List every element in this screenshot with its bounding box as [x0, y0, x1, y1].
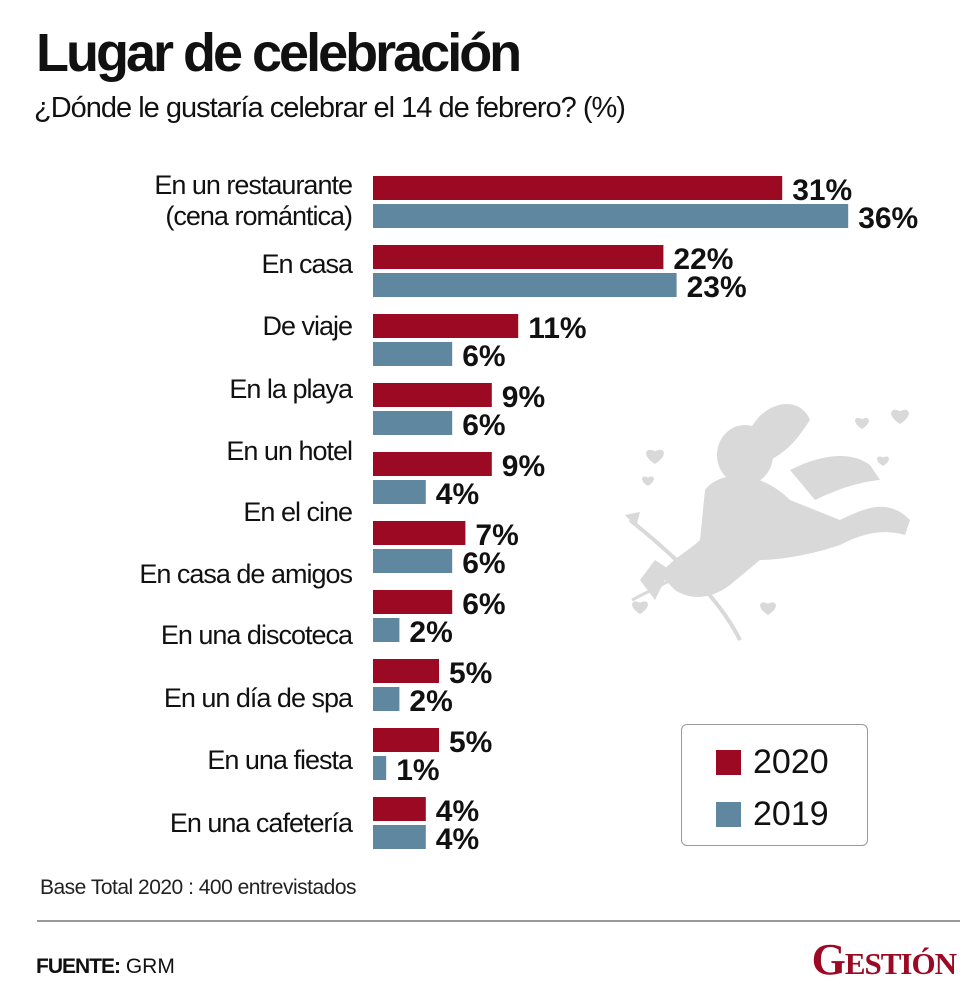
bar-2019: [373, 825, 426, 849]
bar-2020: [373, 797, 426, 821]
data-label-2020: 11%: [528, 312, 586, 345]
legend-item-2020: 2020: [716, 743, 829, 782]
heart-icon: [632, 601, 648, 614]
heart-icon: [760, 602, 776, 615]
category-label: En un restaurante (cena romántica): [154, 170, 353, 232]
category-label: En el cine: [243, 497, 353, 528]
bar-2020: [373, 245, 664, 269]
data-label-2019: 6%: [462, 547, 505, 580]
data-label-2020: 4%: [436, 795, 479, 828]
legend-label: 2020: [753, 743, 829, 781]
bar-2019: [373, 342, 453, 366]
category-label-line: En un día de spa: [163, 683, 353, 713]
category-label-line: En una fiesta: [207, 745, 353, 775]
category-label: En un hotel: [226, 436, 353, 467]
category-label-line: En el cine: [243, 497, 353, 527]
legend-swatch-2020: [716, 750, 741, 775]
chart-subtitle: ¿Dónde le gustaría celebrar el 14 de feb…: [34, 92, 626, 124]
data-label-2020: 9%: [502, 450, 545, 483]
heart-icons: [632, 409, 909, 615]
category-label: En una fiesta: [207, 745, 353, 776]
bar-2019: [373, 687, 400, 711]
bar-2019: [373, 480, 426, 504]
category-label-line: En un hotel: [226, 436, 353, 466]
data-label-2020: 31%: [792, 174, 852, 207]
category-label: En la playa: [229, 374, 353, 405]
data-label-2019: 2%: [409, 685, 452, 718]
data-label-2019: 6%: [462, 340, 505, 373]
data-label-2019: 6%: [462, 409, 505, 442]
data-label-2020: 9%: [502, 381, 545, 414]
heart-icon: [891, 409, 909, 424]
bar-2019: [373, 411, 453, 435]
bar-2020: [373, 521, 466, 545]
data-label-2020: 7%: [475, 519, 518, 552]
source-value: GRM: [125, 955, 175, 978]
data-label-2019: 4%: [436, 478, 479, 511]
bar-2019: [373, 756, 387, 780]
bar-2020: [373, 590, 453, 614]
legend: 2020 2019: [681, 724, 868, 846]
legend-swatch-2019: [716, 802, 741, 827]
cupid-illustration: [625, 403, 910, 641]
legend-item-2019: 2019: [716, 795, 829, 834]
heart-icon: [855, 417, 869, 429]
data-label-2019: 23%: [687, 271, 747, 304]
category-label-line: En una discoteca: [160, 620, 353, 650]
gestion-logo: Gestión: [811, 935, 957, 984]
bar-2020: [373, 176, 783, 200]
category-label: En casa de amigos: [139, 559, 353, 590]
data-label-2020: 22%: [673, 243, 733, 276]
sample-note: Base Total 2020 : 400 entrevistados: [40, 876, 357, 899]
bar-2020: [373, 452, 492, 476]
category-label-line: En un restaurante: [154, 170, 353, 200]
data-label-2019: 2%: [409, 616, 452, 649]
bar-2020: [373, 314, 519, 338]
data-label-2019: 4%: [436, 823, 479, 856]
data-label-2020: 6%: [462, 588, 505, 621]
data-label-2020: 5%: [449, 726, 492, 759]
chart-title: Lugar de celebración: [36, 23, 522, 83]
bar-chart: 31%22%11%9%9%7%6%5%5%4%36%23%6%6%4%6%2%2…: [373, 174, 918, 856]
divider: [37, 920, 960, 922]
category-label: En casa: [261, 249, 353, 280]
bar-2020: [373, 728, 439, 752]
category-label-line: En una cafetería: [169, 808, 353, 838]
bar-2019: [373, 618, 400, 642]
heart-icon: [877, 456, 889, 466]
category-label: En una discoteca: [160, 620, 353, 651]
bar-2019: [373, 204, 849, 228]
source: FUENTE: GRM: [36, 955, 175, 979]
heart-icon: [646, 449, 664, 464]
bar-2020: [373, 659, 439, 683]
bar-2019: [373, 549, 453, 573]
heart-icon: [642, 476, 654, 486]
bar-2019: [373, 273, 677, 297]
source-label: FUENTE:: [36, 955, 121, 978]
category-label-line: En casa: [261, 249, 353, 279]
category-label: De viaje: [262, 311, 353, 342]
category-label-line: En casa de amigos: [139, 559, 353, 589]
category-label-line: En la playa: [229, 374, 353, 404]
category-label: En un día de spa: [163, 683, 353, 714]
category-label-line: (cena romántica): [165, 201, 353, 231]
data-label-2020: 5%: [449, 657, 492, 690]
data-label-2019: 1%: [396, 754, 439, 787]
category-label-line: De viaje: [262, 311, 353, 341]
bar-2020: [373, 383, 492, 407]
data-label-2019: 36%: [858, 202, 918, 235]
legend-label: 2019: [753, 795, 829, 833]
category-label: En una cafetería: [169, 808, 353, 839]
